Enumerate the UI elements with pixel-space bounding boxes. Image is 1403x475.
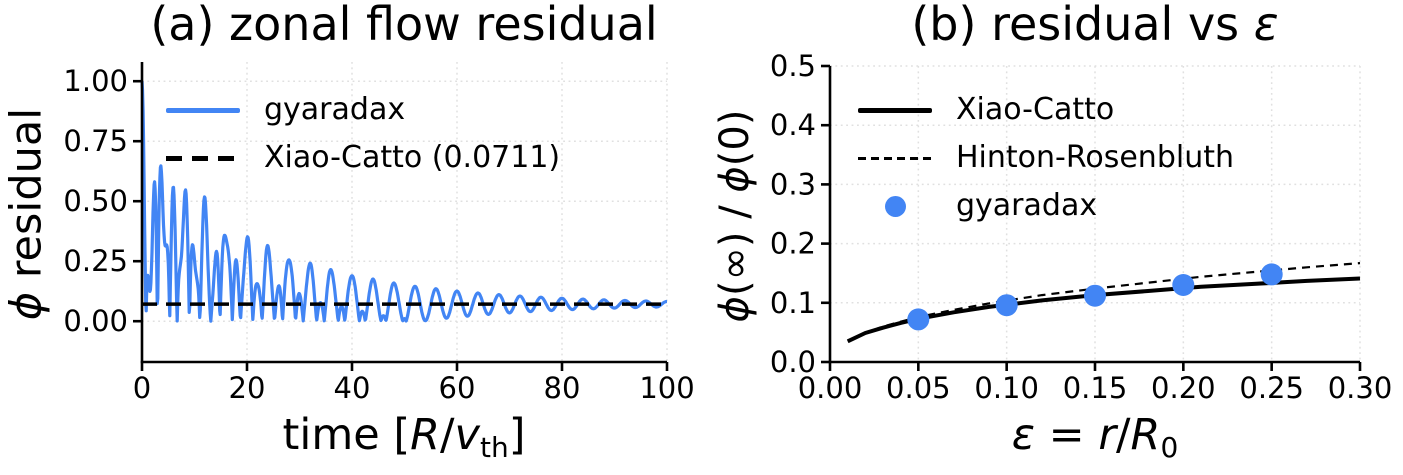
xlabel-a-sub: th (479, 431, 509, 464)
y-tick-label-a: 0.75 (63, 124, 128, 158)
x-tick-label-a: 80 (544, 371, 581, 405)
xiao-catto-dash-sample (166, 155, 240, 161)
legend-swatch (858, 195, 932, 217)
panel-a-legend: gyaradax Xiao-Catto (0.0711) (166, 86, 560, 182)
xlabel-a-R: R (410, 410, 441, 460)
xlabel-b-R: R (1130, 410, 1161, 460)
xlabel-b-r: r (1098, 410, 1117, 460)
gyaradax-point (1084, 284, 1106, 307)
legend-label-xiao-catto-b: Xiao-Catto (956, 92, 1115, 127)
xlabel-a-v: v (454, 410, 480, 460)
xlabel-a-pre: time [ (282, 410, 411, 460)
y-tick-label-b: 0.1 (770, 286, 816, 320)
x-tick-label-a: 40 (334, 371, 371, 405)
legend-swatch (166, 155, 240, 161)
y-tick-label-a: 1.00 (63, 64, 128, 98)
x-tick-label-b: 0.05 (886, 371, 951, 405)
xlabel-b-slash: / (1116, 410, 1131, 460)
ylabel-b-mid: (∞) / (712, 192, 758, 297)
y-tick-label-b: 0.0 (770, 345, 816, 379)
panel-b-ylabel: ϕ(∞) / ϕ(0) (712, 109, 758, 323)
x-tick-label-a: 20 (229, 371, 266, 405)
y-tick-label-a: 0.00 (63, 304, 128, 338)
legend-label-gyaradax-a: gyaradax (264, 92, 406, 127)
x-tick-label-b: 0.25 (1239, 371, 1304, 405)
legend-swatch (858, 107, 932, 113)
gyaradax-dot-sample (884, 195, 906, 217)
legend-label-gyaradax-b: gyaradax (956, 188, 1098, 223)
gyaradax-curve (140, 81, 669, 323)
y-tick-label-b: 0.5 (770, 49, 816, 83)
legend-swatch (166, 107, 240, 113)
gyaradax-point (907, 308, 930, 331)
xlabel-a-slash: / (440, 410, 455, 460)
xiao-catto-curve (846, 276, 1361, 344)
panel-b-xlabel: ε = r/R0 (1011, 410, 1179, 464)
xlabel-b-epsilon: ε (1011, 410, 1035, 460)
xlabel-a-close: ] (508, 410, 526, 460)
ylabel-b-end: (0) (712, 109, 758, 167)
xiao-catto-line-sample (858, 107, 932, 113)
panel-a-title: (a) zonal flow residual (150, 0, 657, 50)
y-tick-label-b: 0.3 (770, 167, 816, 201)
legend-item-xiao-catto-a: Xiao-Catto (0.0711) (166, 134, 560, 182)
y-tick-label-b: 0.4 (770, 108, 816, 142)
panel-b-title-text: (b) residual vs (911, 0, 1254, 51)
panel-b-legend: Xiao-Catto Hinton-Rosenbluth gyaradax (858, 86, 1234, 230)
ylabel-a-rest: residual (1, 107, 52, 292)
ylabel-a-phi: ϕ (1, 291, 52, 321)
legend-label-hinton-rosenbluth: Hinton-Rosenbluth (956, 140, 1234, 175)
panel-a-ylabel: ϕ residual (1, 107, 52, 321)
y-tick-label-a: 0.25 (63, 244, 128, 278)
panel-a-title-text: (a) zonal flow residual (150, 0, 658, 51)
x-tick-label-b: 0.00 (798, 371, 863, 405)
x-tick-label-b: 0.15 (1063, 371, 1128, 405)
x-tick-label-b: 0.30 (1328, 371, 1393, 405)
gyaradax-line-sample (166, 107, 240, 113)
gyaradax-point (1260, 263, 1283, 286)
legend-swatch (858, 156, 932, 160)
gyaradax-point (995, 294, 1018, 317)
panel-b-title: (b) residual vs ε (911, 0, 1278, 50)
legend-item-gyaradax-b: gyaradax (858, 182, 1234, 230)
legend-item-xiao-catto-b: Xiao-Catto (858, 86, 1234, 134)
y-tick-label-b: 0.2 (770, 227, 816, 261)
y-tick-label-a: 0.50 (63, 184, 128, 218)
gyaradax-point (1172, 274, 1195, 296)
legend-label-xiao-catto-a: Xiao-Catto (0.0711) (264, 140, 561, 175)
x-tick-label-b: 0.10 (974, 371, 1039, 405)
ylabel-b-phi2: ϕ (712, 166, 758, 193)
xlabel-b-equals: = (1034, 410, 1099, 460)
x-tick-label-a: 100 (639, 371, 694, 405)
ylabel-b-phi1: ϕ (712, 296, 758, 323)
hinton-rosenbluth-dash-sample (858, 156, 932, 160)
legend-item-hinton-rosenbluth: Hinton-Rosenbluth (858, 134, 1234, 182)
x-tick-label-a: 0 (133, 371, 151, 405)
panel-b-title-epsilon: ε (1253, 0, 1279, 51)
panel-a-xlabel: time [R/vth] (282, 410, 526, 464)
legend-item-gyaradax-a: gyaradax (166, 86, 560, 134)
xlabel-b-sub: 0 (1160, 431, 1179, 464)
x-tick-label-b: 0.20 (1151, 371, 1216, 405)
x-tick-label-a: 60 (439, 371, 476, 405)
